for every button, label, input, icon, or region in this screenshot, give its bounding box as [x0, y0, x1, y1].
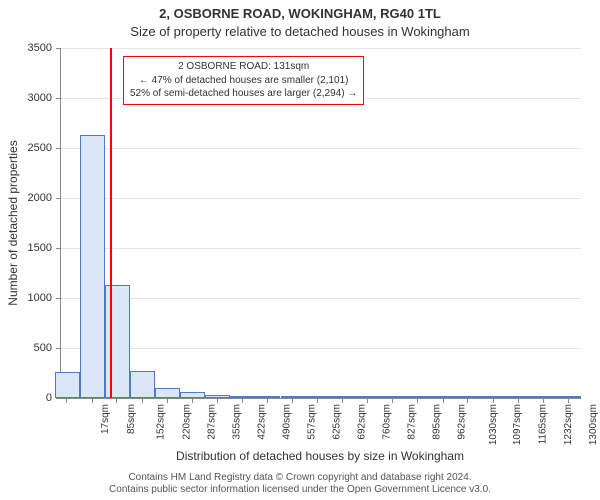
marker-line: [110, 48, 112, 398]
histogram-bar: [556, 396, 581, 398]
chart-container: 2, OSBORNE ROAD, WOKINGHAM, RG40 1TL Siz…: [0, 0, 600, 500]
histogram-bar: [406, 396, 431, 398]
callout-box: 2 OSBORNE ROAD: 131sqm ← 47% of detached…: [123, 56, 364, 105]
y-tick-mark: [56, 398, 61, 399]
y-tick-label: 3500: [28, 42, 52, 54]
chart-subtitle: Size of property relative to detached ho…: [0, 24, 600, 39]
x-tick-label: 692sqm: [357, 404, 368, 440]
x-tick-label: 895sqm: [432, 404, 443, 440]
histogram-bar: [80, 135, 105, 398]
y-tick-mark: [56, 48, 61, 49]
y-tick-mark: [56, 348, 61, 349]
histogram-bar: [381, 396, 406, 398]
footer-line-2: Contains public sector information licen…: [0, 484, 600, 496]
plot-area: 2 OSBORNE ROAD: 131sqm ← 47% of detached…: [60, 48, 581, 399]
x-tick-label: 355sqm: [231, 404, 242, 440]
histogram-bar: [230, 396, 255, 398]
histogram-bar: [155, 388, 180, 398]
histogram-bar: [105, 285, 130, 398]
x-tick-label: 490sqm: [282, 404, 293, 440]
y-tick-label: 1500: [28, 242, 52, 254]
callout-line-2: ← 47% of detached houses are smaller (2,…: [130, 74, 357, 88]
histogram-bar: [130, 371, 155, 398]
y-tick-mark: [56, 198, 61, 199]
y-tick-label: 0: [46, 392, 52, 404]
x-tick-label: 1097sqm: [513, 404, 524, 445]
x-tick-label: 625sqm: [332, 404, 343, 440]
histogram-bar: [506, 396, 531, 398]
x-tick-label: 1300sqm: [588, 404, 599, 445]
histogram-bar: [281, 396, 306, 398]
x-tick-label: 287sqm: [206, 404, 217, 440]
x-tick-label: 962sqm: [457, 404, 468, 440]
histogram-bar: [531, 396, 556, 398]
y-tick-label: 2500: [28, 142, 52, 154]
chart-title: 2, OSBORNE ROAD, WOKINGHAM, RG40 1TL: [0, 6, 600, 21]
histogram-bar: [305, 396, 330, 398]
histogram-bar: [456, 396, 481, 398]
y-tick-mark: [56, 148, 61, 149]
y-tick-mark: [56, 298, 61, 299]
y-ticks: 0500100015002000250030003500: [0, 48, 56, 398]
footer-line-1: Contains HM Land Registry data © Crown c…: [0, 472, 600, 484]
callout-line-3: 52% of semi-detached houses are larger (…: [130, 87, 357, 101]
histogram-bar: [331, 396, 356, 398]
histogram-bar: [356, 396, 381, 398]
y-tick-label: 500: [34, 342, 52, 354]
histogram-bar: [255, 396, 280, 398]
x-tick-label: 1232sqm: [563, 404, 574, 445]
x-tick-label: 1030sqm: [488, 404, 499, 445]
histogram-bar: [205, 395, 230, 398]
x-tick-label: 85sqm: [126, 404, 137, 434]
y-tick-label: 3000: [28, 92, 52, 104]
x-axis-label: Distribution of detached houses by size …: [60, 449, 580, 463]
callout-line-1: 2 OSBORNE ROAD: 131sqm: [130, 60, 357, 74]
x-tick-label: 827sqm: [407, 404, 418, 440]
x-tick-label: 1165sqm: [537, 404, 548, 444]
x-tick-label: 17sqm: [100, 404, 111, 434]
y-tick-mark: [56, 98, 61, 99]
histogram-bar: [55, 372, 80, 398]
x-tick-label: 220sqm: [181, 404, 192, 440]
footer-credits: Contains HM Land Registry data © Crown c…: [0, 472, 600, 496]
y-tick-label: 2000: [28, 192, 52, 204]
histogram-bar: [481, 396, 506, 398]
y-tick-mark: [56, 248, 61, 249]
x-tick-label: 557sqm: [306, 404, 317, 440]
x-tick-label: 152sqm: [156, 404, 167, 440]
histogram-bar: [431, 396, 456, 398]
x-tick-label: 760sqm: [382, 404, 393, 440]
histogram-bar: [180, 392, 205, 398]
y-tick-label: 1000: [28, 292, 52, 304]
x-tick-label: 422sqm: [256, 404, 267, 440]
